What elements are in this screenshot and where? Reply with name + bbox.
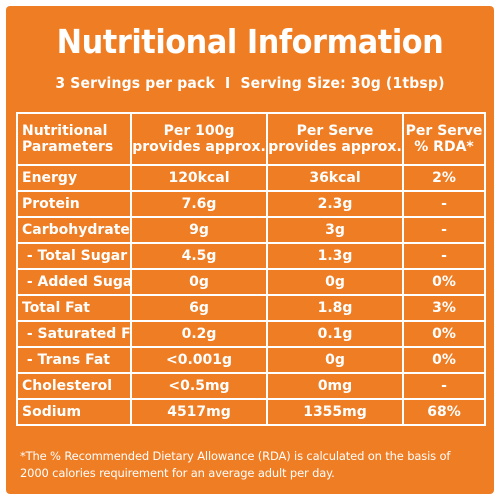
row-per-100g: 4517mg <box>130 398 268 426</box>
row-parameter: - Total Sugar <box>16 242 132 270</box>
table-row: Sodium 4517mg 1355mg 68% <box>16 398 486 426</box>
row-parameter: - Added Sugar <box>16 268 132 296</box>
row-rda: - <box>402 242 486 270</box>
row-parameter: - Saturated Fat <box>16 320 132 348</box>
header-line: % RDA* <box>414 139 474 155</box>
row-per-serve: 1355mg <box>266 398 404 426</box>
row-rda: 68% <box>402 398 486 426</box>
row-per-serve: 0g <box>266 268 404 296</box>
table-row: - Total Sugar 4.5g 1.3g - <box>16 242 486 270</box>
row-per-100g: 0.2g <box>130 320 268 348</box>
rda-footnote: *The % Recommended Dietary Allowance (RD… <box>20 448 484 482</box>
panel-title: Nutritional Information <box>56 22 444 61</box>
row-per-100g: <0.5mg <box>130 372 268 400</box>
row-per-serve: 2.3g <box>266 190 404 218</box>
row-per-serve: 36kcal <box>266 164 404 192</box>
table-row: Total Fat 6g 1.8g 3% <box>16 294 486 322</box>
header-line: Per 100g <box>163 123 235 139</box>
nutrition-table: Nutritional Parameters Per 100g provides… <box>16 112 486 426</box>
row-parameter: Protein <box>16 190 132 218</box>
header-per-100g: Per 100g provides approx. <box>130 112 268 166</box>
row-rda: 0% <box>402 346 486 374</box>
header-line: Parameters <box>22 139 114 155</box>
row-per-serve: 1.3g <box>266 242 404 270</box>
row-per-serve: 1.8g <box>266 294 404 322</box>
row-parameter: - Trans Fat <box>16 346 132 374</box>
row-per-100g: 0g <box>130 268 268 296</box>
table-header-row: Nutritional Parameters Per 100g provides… <box>16 112 486 166</box>
table-row: - Saturated Fat 0.2g 0.1g 0% <box>16 320 486 348</box>
header-line: Per Serve <box>296 123 374 139</box>
footnote-line: 2000 calories requirement for an average… <box>20 466 335 480</box>
row-rda: 0% <box>402 268 486 296</box>
header-line: Per Serve <box>405 123 483 139</box>
serving-info: 3 Servings per pack I Serving Size: 30g … <box>55 74 445 92</box>
row-per-serve: 0g <box>266 346 404 374</box>
table-row: Cholesterol <0.5mg 0mg - <box>16 372 486 400</box>
row-rda: 0% <box>402 320 486 348</box>
row-parameter: Sodium <box>16 398 132 426</box>
table-row: - Added Sugar 0g 0g 0% <box>16 268 486 296</box>
header-rda: Per Serve % RDA* <box>402 112 486 166</box>
nutrition-panel: Nutritional Information 3 Servings per p… <box>6 6 494 494</box>
row-rda: 3% <box>402 294 486 322</box>
row-parameter: Carbohydrates <box>16 216 132 244</box>
table-row: - Trans Fat <0.001g 0g 0% <box>16 346 486 374</box>
row-per-100g: 6g <box>130 294 268 322</box>
table-row: Protein 7.6g 2.3g - <box>16 190 486 218</box>
row-rda: 2% <box>402 164 486 192</box>
table-row: Energy 120kcal 36kcal 2% <box>16 164 486 192</box>
row-parameter: Total Fat <box>16 294 132 322</box>
row-per-serve: 0.1g <box>266 320 404 348</box>
row-rda: - <box>402 372 486 400</box>
row-parameter: Cholesterol <box>16 372 132 400</box>
table-row: Carbohydrates 9g 3g - <box>16 216 486 244</box>
header-parameters: Nutritional Parameters <box>16 112 132 166</box>
header-line: provides approx. <box>132 139 266 155</box>
row-per-100g: <0.001g <box>130 346 268 374</box>
row-per-100g: 9g <box>130 216 268 244</box>
row-rda: - <box>402 190 486 218</box>
header-per-serve: Per Serve provides approx. <box>266 112 404 166</box>
row-rda: - <box>402 216 486 244</box>
row-per-serve: 0mg <box>266 372 404 400</box>
row-per-100g: 7.6g <box>130 190 268 218</box>
row-parameter: Energy <box>16 164 132 192</box>
row-per-100g: 4.5g <box>130 242 268 270</box>
header-line: provides approx. <box>268 139 402 155</box>
footnote-line: *The % Recommended Dietary Allowance (RD… <box>20 449 451 463</box>
row-per-100g: 120kcal <box>130 164 268 192</box>
row-per-serve: 3g <box>266 216 404 244</box>
header-line: Nutritional <box>22 123 108 139</box>
